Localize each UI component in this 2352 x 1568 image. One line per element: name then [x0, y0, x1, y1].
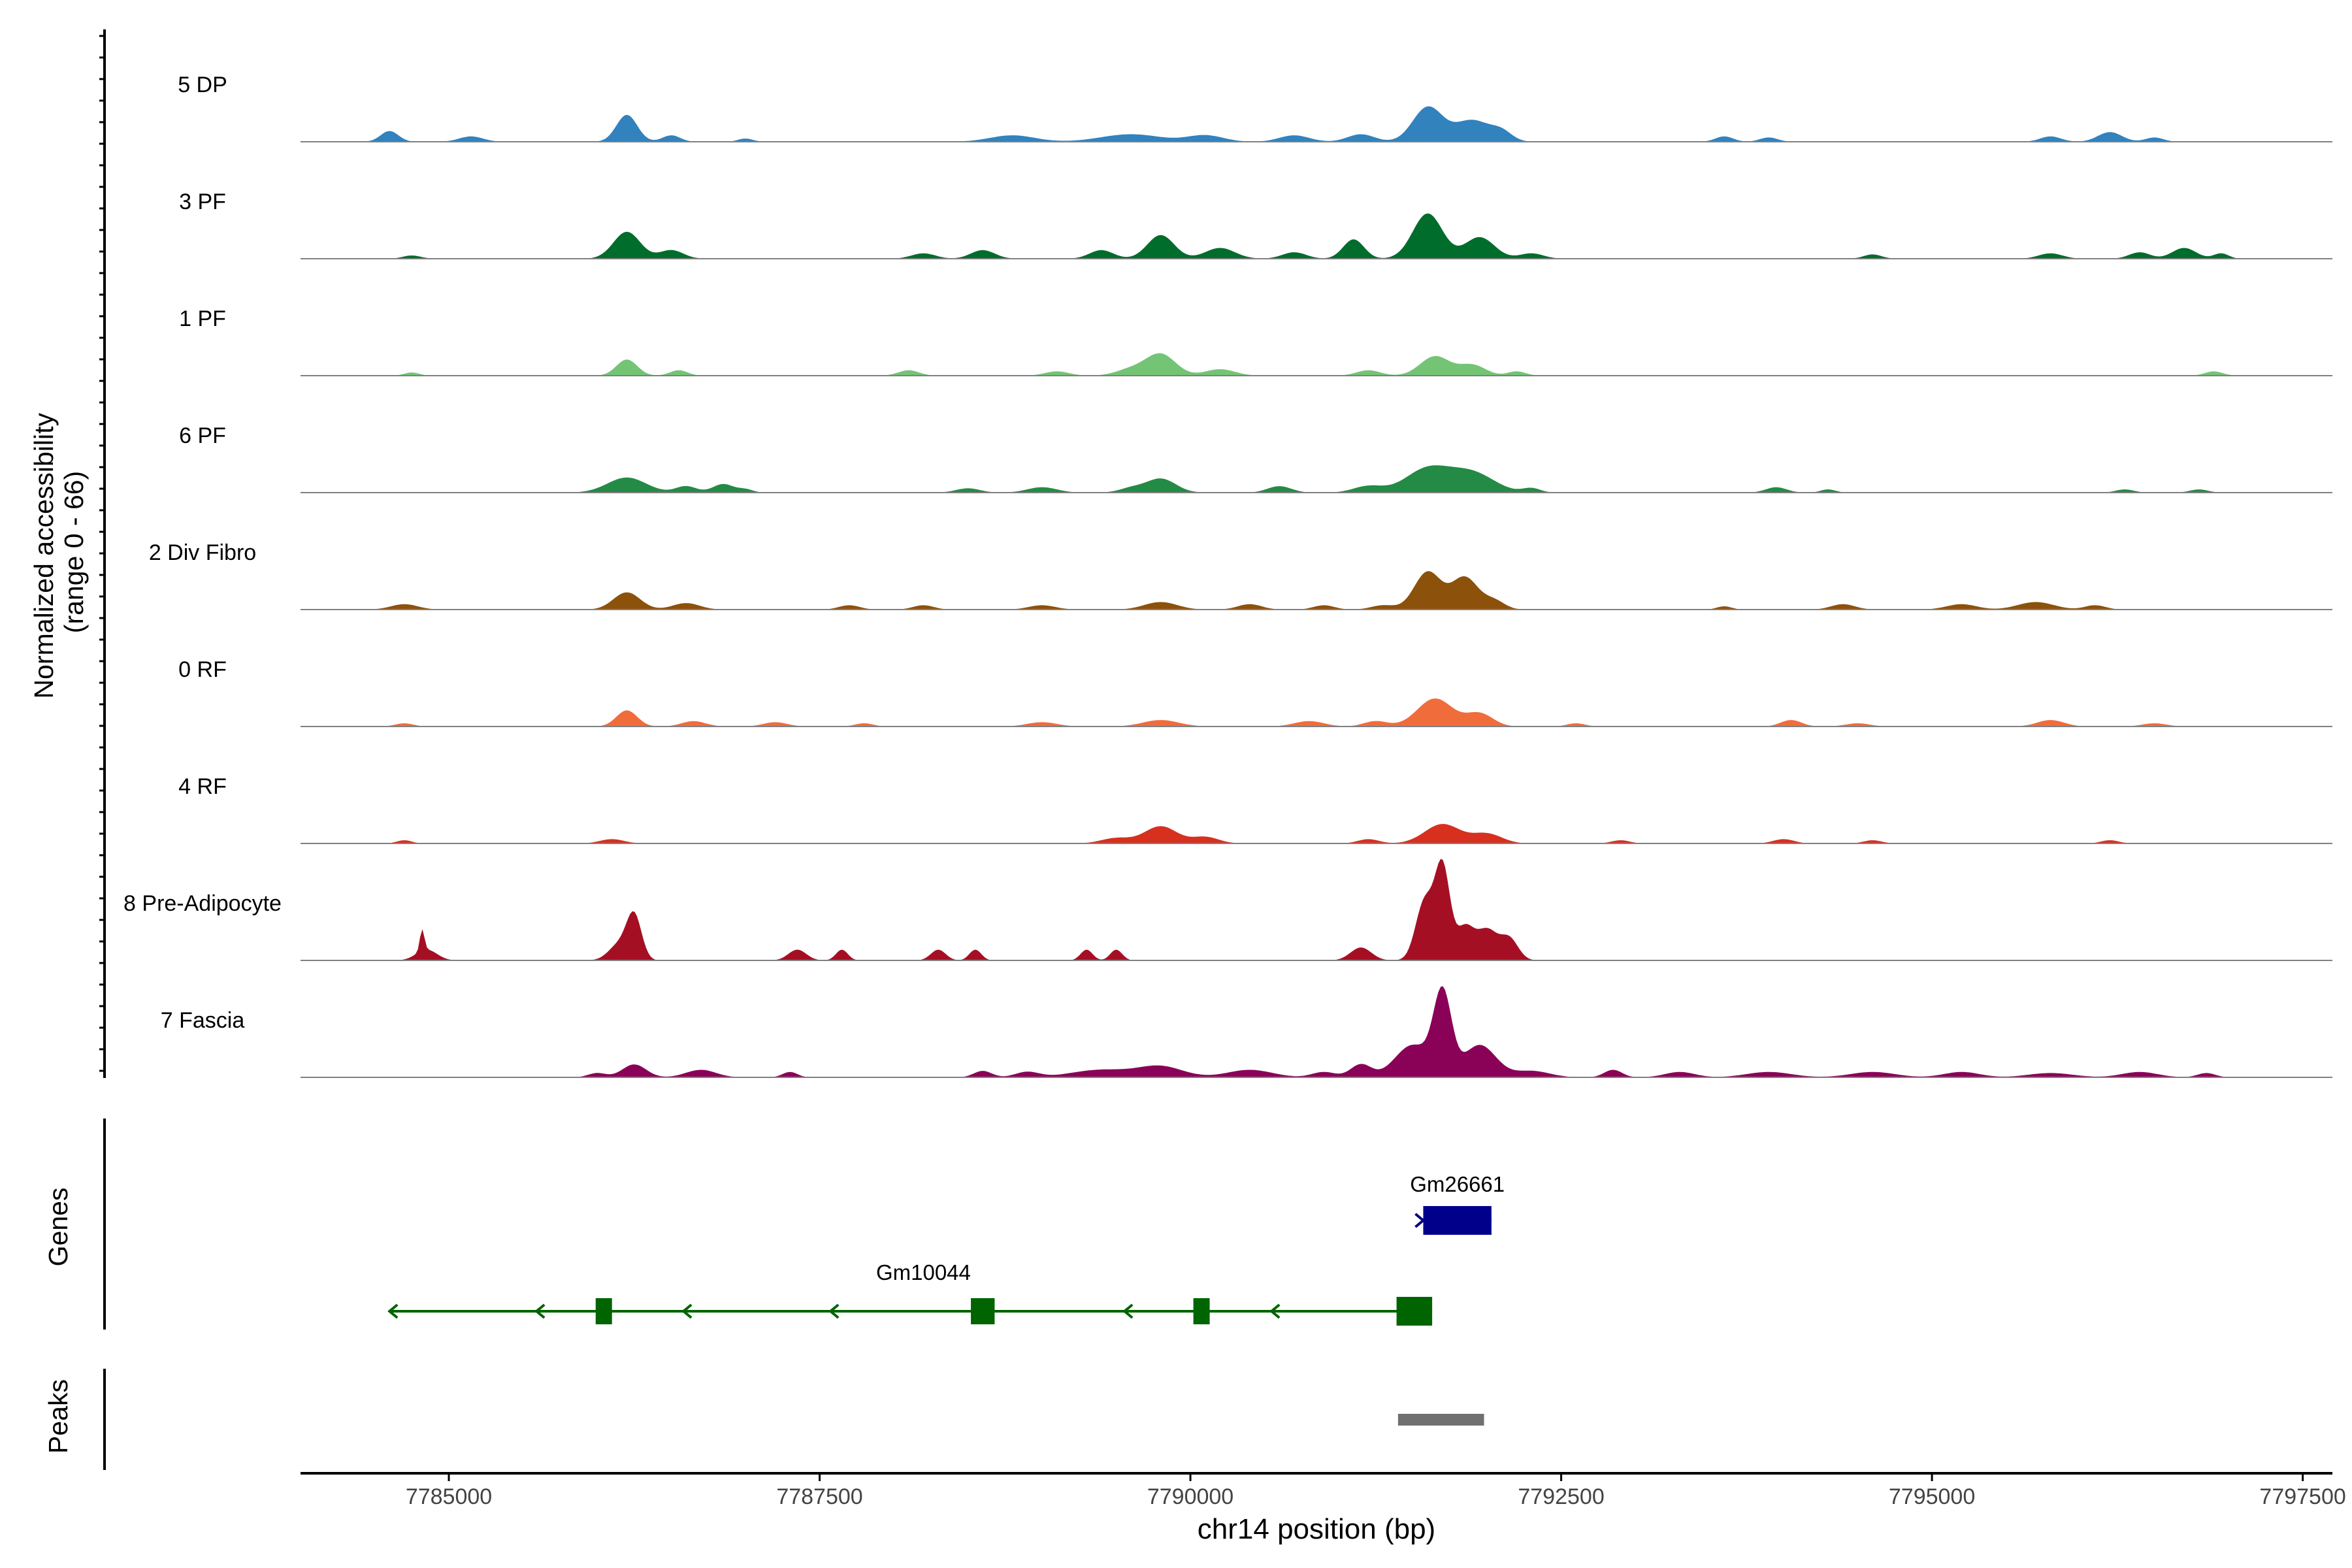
- track-label: 2 Div Fibro: [149, 540, 256, 565]
- track-area: [301, 986, 2332, 1077]
- track-label: 5 DP: [178, 73, 227, 97]
- y-axis-title: Normalized accessibility (range 0 - 66): [29, 406, 89, 699]
- track-5: 0 RF: [178, 657, 2332, 727]
- peak-region: [1397, 1414, 1484, 1426]
- gene-exon: [1193, 1298, 1210, 1324]
- gene-exon: [971, 1298, 995, 1324]
- track-area: [301, 571, 2332, 610]
- peaks-panel-title: Peaks: [43, 1379, 73, 1454]
- x-tick-label: 7790000: [1147, 1484, 1233, 1509]
- track-3: 6 PF: [179, 423, 2332, 493]
- track-label: 7 Fascia: [161, 1008, 245, 1033]
- track-area: [301, 858, 2332, 960]
- gene-exon: [1396, 1297, 1433, 1326]
- track-8: 7 Fascia: [161, 986, 2332, 1078]
- strand-arrow: [1414, 1213, 1426, 1228]
- strand-arrow: [1122, 1303, 1134, 1319]
- y-axis: [99, 29, 106, 1078]
- gene-Gm10044: Gm10044: [387, 1260, 1433, 1326]
- gene-label: Gm26661: [1410, 1172, 1505, 1196]
- x-tick-label: 7795000: [1889, 1484, 1975, 1509]
- track-area: [301, 824, 2332, 843]
- strand-arrow: [387, 1303, 399, 1319]
- gene-Gm26661: Gm26661: [1410, 1172, 1505, 1235]
- x-tick-label: 7785000: [406, 1484, 492, 1509]
- track-0: 5 DP: [178, 73, 2332, 142]
- track-4: 2 Div Fibro: [149, 540, 2332, 610]
- strand-arrow: [828, 1303, 840, 1319]
- genes-panel: Gm26661 Gm10044: [103, 1119, 1505, 1330]
- track-label: 0 RF: [178, 657, 227, 682]
- x-tick-label: 7787500: [776, 1484, 862, 1509]
- x-axis: 7785000 7787500 7790000 7792500 7795000 77975…: [301, 1472, 2346, 1509]
- track-area: [301, 213, 2332, 259]
- track-7: 8 Pre-Adipocyte: [123, 858, 2332, 961]
- gene-exon: [1423, 1206, 1492, 1235]
- track-area: [301, 106, 2332, 142]
- gene-label: Gm10044: [876, 1260, 971, 1284]
- gene-exon: [595, 1298, 612, 1324]
- strand-arrow: [681, 1303, 693, 1319]
- x-tick-label: 7792500: [1518, 1484, 1604, 1509]
- track-2: 1 PF: [179, 306, 2332, 376]
- x-axis-title: chr14 position (bp): [1198, 1513, 1435, 1545]
- track-6: 4 RF: [178, 774, 2332, 844]
- track-area: [301, 465, 2332, 493]
- track-label: 4 RF: [178, 774, 227, 799]
- coverage-tracks: 5 DP 3 PF 1 PF 6 PF 2 Div Fibro 0 RF 4 RF 8 Pre…: [123, 73, 2332, 1078]
- x-tick-label: 7797500: [2259, 1484, 2345, 1509]
- strand-arrow: [1269, 1303, 1281, 1319]
- track-label: 1 PF: [179, 306, 226, 331]
- genes-panel-title: Genes: [43, 1188, 73, 1267]
- track-label: 8 Pre-Adipocyte: [123, 891, 282, 916]
- track-label: 3 PF: [179, 189, 226, 214]
- peaks-panel: [103, 1369, 1484, 1470]
- track-area: [301, 353, 2332, 376]
- strand-arrow: [534, 1303, 546, 1319]
- track-area: [301, 698, 2332, 727]
- track-label: 6 PF: [179, 423, 226, 448]
- track-1: 3 PF: [179, 189, 2332, 259]
